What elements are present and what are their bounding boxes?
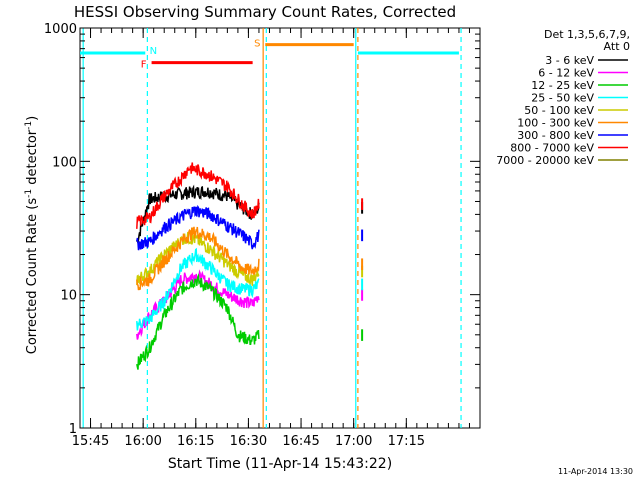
x-tick-label: 16:00: [124, 434, 161, 449]
axis-layer: 1 10 100 1000 15:45 16:00 16:15 16:30 16:45 17:00…: [44, 22, 480, 449]
y-axis-label: Corrected Count Rate (s-1 detector-1): [24, 116, 40, 354]
legend-entry-label: 3 - 6 keV: [545, 54, 594, 67]
series-line: [136, 272, 260, 370]
x-tick-label: 16:30: [230, 434, 267, 449]
legend-entry-label: 300 - 800 keV: [517, 129, 594, 142]
data-layer: NF S: [80, 28, 462, 428]
chart-title: HESSI Observing Summary Count Rates, Cor…: [74, 3, 456, 21]
legend-header-detectors: Det 1,3,5,6,7,9,: [544, 28, 630, 41]
legend-entry-label: 7000 - 20000 keV: [496, 154, 594, 167]
y-tick-label: 10: [60, 289, 77, 304]
series-line: [136, 226, 260, 291]
y-tick-label: 1000: [44, 22, 77, 37]
flag-bar-label: F: [141, 60, 147, 71]
series-line: [136, 269, 260, 340]
x-axis-label: Start Time (11-Apr-14 15:43:22): [168, 456, 392, 472]
legend-entry-label: 6 - 12 keV: [538, 67, 594, 80]
flag-bar-label: S: [254, 39, 260, 50]
x-tick-label: 15:45: [72, 434, 109, 449]
series-line: [136, 162, 260, 229]
x-tick-label: 17:15: [388, 434, 425, 449]
y-tick-label: 1: [69, 422, 77, 437]
flag-bar-label: N: [150, 46, 157, 57]
legend-entry-label: 25 - 50 keV: [531, 92, 594, 105]
footer-date: 11-Apr-2014 13:30: [558, 467, 633, 476]
legend-entry-label: 50 - 100 keV: [524, 104, 594, 117]
legend-header-attenuator: Att 0: [604, 40, 630, 53]
y-tick-label: 100: [52, 155, 77, 170]
legend-entry-label: 12 - 25 keV: [531, 79, 594, 92]
series-line: [136, 204, 260, 251]
legend-entry-label: 800 - 7000 keV: [510, 142, 594, 155]
series-line: [136, 247, 260, 331]
x-tick-label: 17:00: [335, 434, 372, 449]
legend-entry-label: 100 - 300 keV: [517, 117, 594, 130]
x-tick-label: 16:45: [282, 434, 319, 449]
x-tick-label: 16:15: [177, 434, 214, 449]
